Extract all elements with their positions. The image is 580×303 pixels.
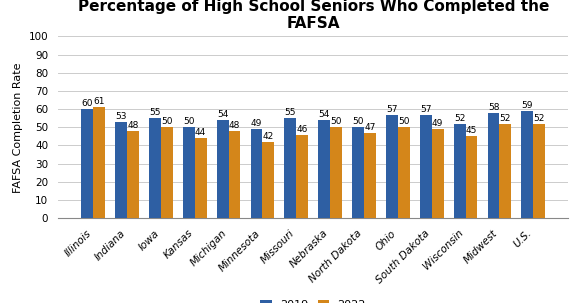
Bar <box>454 124 466 218</box>
Bar <box>420 115 432 218</box>
Bar <box>251 129 262 218</box>
Bar <box>318 120 330 218</box>
Bar <box>217 120 229 218</box>
Bar <box>296 135 308 218</box>
Bar <box>183 127 195 218</box>
Text: 60: 60 <box>81 99 93 108</box>
Text: 57: 57 <box>386 105 398 114</box>
Text: 54: 54 <box>217 110 229 119</box>
Text: 55: 55 <box>149 108 161 117</box>
Bar <box>488 113 499 218</box>
Text: 42: 42 <box>263 132 274 141</box>
Text: 52: 52 <box>500 114 511 123</box>
Bar <box>466 136 477 218</box>
Bar <box>262 142 274 218</box>
Text: 46: 46 <box>296 125 308 134</box>
Bar <box>81 109 93 218</box>
Text: 52: 52 <box>454 114 465 123</box>
Bar <box>432 129 444 218</box>
Bar <box>149 118 161 218</box>
Text: 58: 58 <box>488 103 499 112</box>
Text: 49: 49 <box>432 119 443 128</box>
Title: Percentage of High School Seniors Who Completed the
FAFSA: Percentage of High School Seniors Who Co… <box>78 0 549 31</box>
Bar <box>161 127 173 218</box>
Text: 53: 53 <box>115 112 127 121</box>
Text: 48: 48 <box>127 121 139 130</box>
Bar <box>352 127 364 218</box>
Bar <box>499 124 512 218</box>
Bar <box>284 118 296 218</box>
Bar <box>386 115 398 218</box>
Text: 50: 50 <box>183 117 194 126</box>
Legend: 2019, 2022: 2019, 2022 <box>256 295 371 303</box>
Text: 44: 44 <box>195 128 206 137</box>
Text: 49: 49 <box>251 119 262 128</box>
Bar <box>534 124 545 218</box>
Bar <box>127 131 139 218</box>
Bar <box>93 107 105 218</box>
Text: 61: 61 <box>93 97 105 106</box>
Text: 48: 48 <box>229 121 240 130</box>
Bar <box>229 131 240 218</box>
Y-axis label: FAFSA Completion Rate: FAFSA Completion Rate <box>13 62 23 192</box>
Text: 59: 59 <box>521 101 533 110</box>
Text: 55: 55 <box>285 108 296 117</box>
Text: 45: 45 <box>466 126 477 135</box>
Text: 50: 50 <box>398 117 409 126</box>
Text: 50: 50 <box>331 117 342 126</box>
Text: 50: 50 <box>352 117 364 126</box>
Bar <box>364 133 376 218</box>
Bar <box>398 127 409 218</box>
Bar <box>330 127 342 218</box>
Text: 54: 54 <box>318 110 330 119</box>
Text: 47: 47 <box>364 123 376 132</box>
Text: 57: 57 <box>420 105 432 114</box>
Text: 50: 50 <box>161 117 172 126</box>
Bar <box>521 111 534 218</box>
Bar <box>115 122 127 218</box>
Bar <box>195 138 206 218</box>
Text: 52: 52 <box>534 114 545 123</box>
